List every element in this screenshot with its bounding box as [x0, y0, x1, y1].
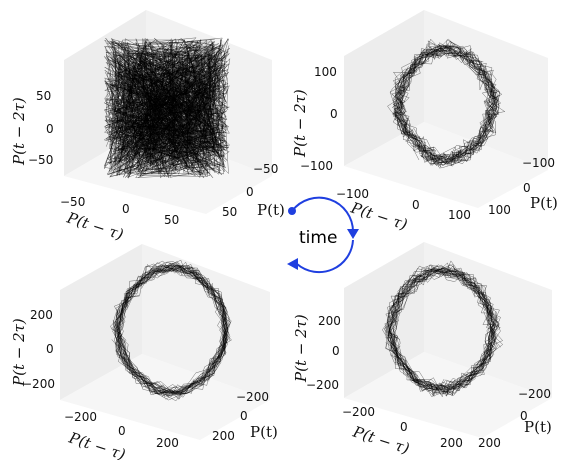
y-tick-minus200: −200 [518, 387, 551, 401]
z-tick-minus50: −50 [28, 153, 53, 167]
z-axis-label: P(t − 2τ) [10, 318, 28, 387]
back-wall-right [142, 244, 270, 400]
z-tick-100: 100 [314, 65, 337, 79]
x-tick-0: 0 [412, 198, 420, 212]
z-tick-50: 50 [36, 89, 51, 103]
z-tick-minus100: −100 [300, 159, 333, 173]
y-tick-0: 0 [523, 181, 531, 195]
y-tick-50: 50 [222, 205, 237, 219]
y-tick-200: 200 [212, 429, 235, 443]
panel-bottom-left: 200 0 −200 −200 0 200 −200 0 200 P(t − τ… [10, 244, 278, 460]
y-axis-label: P(t) [257, 201, 285, 219]
z-tick-200: 200 [318, 314, 341, 328]
trajectory-line [382, 260, 504, 398]
trajectory [109, 259, 232, 402]
trajectory-line [109, 259, 232, 402]
x-tick-50: 50 [164, 213, 179, 227]
trajectory [387, 38, 506, 169]
y-tick-100: 100 [488, 203, 511, 217]
time-cycle-arrowhead-down [347, 229, 359, 239]
z-tick-minus200: −200 [306, 378, 339, 392]
z-tick-200: 200 [30, 308, 53, 322]
z-tick-minus200: −200 [22, 377, 55, 391]
trajectory [103, 37, 231, 179]
trajectory [382, 260, 504, 398]
panel-top-left: 50 0 −50 −50 0 50 −50 0 50 P(t − τ) P(t)… [10, 10, 285, 244]
x-axis-label: P(t − τ) [64, 208, 126, 243]
floor-pane [344, 352, 552, 438]
y-tick-minus100: −100 [522, 156, 555, 170]
z-axis-label: P(t − 2τ) [10, 97, 28, 166]
x-tick-200: 200 [440, 436, 463, 450]
z-tick-0: 0 [330, 107, 338, 121]
x-tick-0: 0 [122, 202, 130, 216]
y-axis-label: P(t) [530, 194, 558, 212]
y-tick-0: 0 [240, 409, 248, 423]
z-axis-label: P(t − 2τ) [291, 89, 309, 158]
panel-bottom-right: 200 0 −200 −200 0 200 −200 0 200 P(t − τ… [292, 242, 552, 458]
floor-pane [344, 122, 548, 208]
time-label: time [299, 228, 337, 248]
time-cycle-arc-upper [291, 196, 355, 233]
x-tick-minus200: −200 [64, 410, 97, 424]
x-tick-200: 200 [156, 436, 179, 450]
z-tick-0: 0 [46, 122, 54, 136]
x-tick-minus100: −100 [336, 187, 369, 201]
y-tick-minus200: −200 [236, 390, 269, 404]
x-axis-label: P(t − τ) [348, 198, 410, 233]
z-tick-0: 0 [332, 344, 340, 358]
x-tick-minus50: −50 [60, 195, 85, 209]
y-tick-0: 0 [520, 409, 528, 423]
time-cycle-arc-lower [296, 239, 354, 274]
y-tick-minus50: −50 [253, 162, 278, 176]
trajectory-line [387, 38, 506, 169]
y-axis-label: P(t) [250, 423, 278, 441]
time-cycle-arrowhead-left [287, 258, 298, 270]
x-tick-100: 100 [448, 208, 471, 222]
trajectory-line [103, 37, 231, 179]
x-tick-0: 0 [400, 420, 408, 434]
z-tick-0: 0 [46, 342, 54, 356]
z-axis-label: P(t − 2τ) [292, 314, 310, 383]
y-axis-label: P(t) [524, 418, 552, 436]
x-tick-0: 0 [118, 424, 126, 438]
y-tick-200: 200 [478, 436, 501, 450]
x-tick-minus200: −200 [342, 405, 375, 419]
y-tick-0: 0 [246, 185, 254, 199]
time-cycle: time [287, 196, 359, 274]
